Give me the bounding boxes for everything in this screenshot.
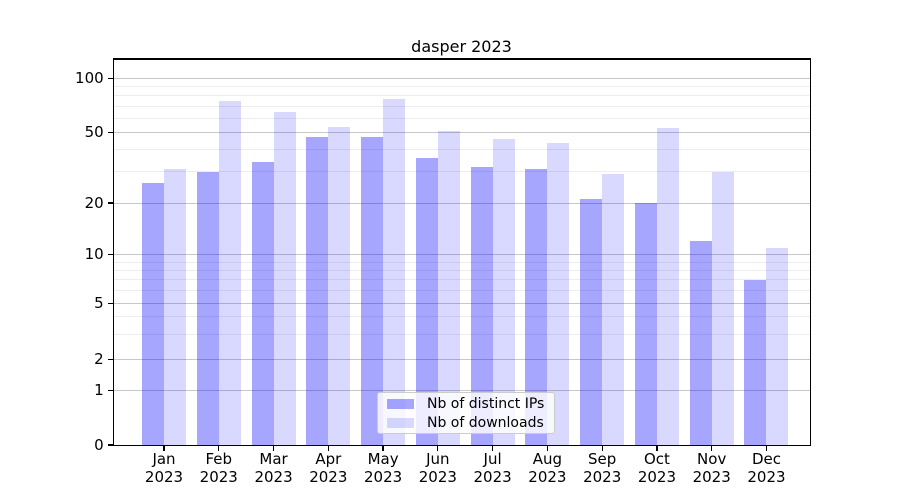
bar-downloads-jan bbox=[164, 169, 186, 445]
bar-ips-nov bbox=[689, 241, 712, 445]
bar-downloads-feb bbox=[218, 100, 241, 445]
y-tick-label-1: 1 bbox=[94, 381, 104, 400]
bar-downloads-jun bbox=[437, 131, 460, 445]
bottom-spine bbox=[112, 445, 812, 447]
x-tick-aug bbox=[546, 446, 549, 452]
y-tick-label-10: 10 bbox=[84, 245, 104, 264]
right-spine bbox=[810, 58, 812, 447]
gridline-minor-6 bbox=[112, 290, 810, 292]
x-tick-label-nov: Nov 2023 bbox=[692, 450, 731, 486]
bar-downloads-dec bbox=[766, 247, 789, 445]
bar-downloads-sep bbox=[602, 174, 625, 445]
gridline-major-10 bbox=[112, 254, 810, 256]
y-tick-label-0: 0 bbox=[94, 435, 104, 454]
bar-downloads-aug bbox=[547, 142, 570, 445]
x-tick-label-aug: Aug 2023 bbox=[528, 450, 567, 486]
gridline-minor-7 bbox=[112, 279, 810, 281]
gridline-minor-9 bbox=[112, 261, 810, 263]
x-tick-label-mar: Mar 2023 bbox=[254, 450, 293, 486]
x-tick-nov bbox=[711, 446, 713, 452]
legend-label-downloads: Nb of downloads bbox=[427, 414, 544, 431]
x-tick-sep bbox=[601, 446, 603, 452]
x-tick-label-sep: Sep 2023 bbox=[583, 450, 622, 486]
gridline-minor-30 bbox=[112, 171, 810, 173]
y-tick-label-50: 50 bbox=[84, 123, 104, 142]
bar-ips-aug bbox=[525, 169, 548, 445]
bar-ips-feb bbox=[196, 171, 219, 445]
gridline-minor-90 bbox=[112, 86, 810, 88]
left-spine bbox=[112, 58, 115, 447]
y-tick-10 bbox=[107, 254, 113, 256]
legend: Nb of distinct IPs Nb of downloads bbox=[377, 392, 555, 434]
x-tick-apr bbox=[327, 446, 329, 452]
x-tick-jul bbox=[491, 446, 494, 452]
y-tick-label-100: 100 bbox=[75, 68, 104, 87]
gridline-minor-70 bbox=[112, 105, 810, 107]
bar-ips-dec bbox=[744, 279, 767, 445]
bar-ips-jul bbox=[470, 166, 493, 445]
x-tick-label-jan: Jan 2023 bbox=[144, 450, 184, 486]
x-tick-label-may: May 2023 bbox=[363, 450, 403, 486]
gridline-minor-4 bbox=[112, 316, 810, 318]
y-tick-label-5: 5 bbox=[94, 293, 104, 312]
gridline-minor-40 bbox=[112, 149, 810, 151]
bar-ips-jan bbox=[142, 182, 164, 445]
y-tick-50 bbox=[107, 132, 113, 134]
gridline-major-1 bbox=[112, 390, 810, 392]
bar-downloads-jul bbox=[492, 139, 515, 445]
gridline-major-5 bbox=[112, 302, 810, 304]
legend-swatch-downloads bbox=[387, 417, 414, 428]
legend-swatch-distinct-ips bbox=[387, 398, 414, 409]
bar-ips-oct bbox=[634, 203, 657, 445]
x-tick-jun bbox=[437, 446, 439, 452]
bar-ips-sep bbox=[580, 199, 603, 445]
x-tick-dec bbox=[765, 446, 768, 452]
gridline-major-2 bbox=[112, 358, 810, 360]
x-tick-label-jul: Jul 2023 bbox=[473, 450, 512, 486]
x-tick-oct bbox=[656, 446, 658, 452]
bar-downloads-oct bbox=[656, 128, 679, 445]
x-tick-label-apr: Apr 2023 bbox=[309, 450, 348, 486]
y-tick-20 bbox=[107, 202, 113, 204]
y-tick-100 bbox=[107, 77, 113, 79]
bar-ips-jun bbox=[415, 157, 438, 445]
gridline-major-20 bbox=[112, 202, 810, 204]
gridline-major-100 bbox=[112, 77, 810, 79]
gridline-minor-3 bbox=[112, 334, 810, 336]
x-tick-feb bbox=[218, 446, 220, 452]
y-tick-1 bbox=[107, 390, 113, 392]
x-tick-label-feb: Feb 2023 bbox=[199, 450, 238, 486]
x-tick-may bbox=[382, 446, 384, 452]
gridline-minor-80 bbox=[112, 95, 810, 97]
x-tick-label-dec: Dec 2023 bbox=[747, 450, 786, 486]
gridline-minor-8 bbox=[112, 269, 810, 271]
x-tick-jan bbox=[163, 446, 165, 452]
top-spine bbox=[112, 58, 812, 60]
y-tick-label-2: 2 bbox=[94, 349, 104, 368]
y-tick-0 bbox=[107, 444, 113, 446]
bar-downloads-apr bbox=[328, 126, 351, 445]
bar-ips-may bbox=[361, 137, 384, 445]
x-tick-label-oct: Oct 2023 bbox=[637, 450, 677, 486]
y-tick-2 bbox=[107, 358, 113, 360]
y-tick-5 bbox=[107, 302, 113, 304]
gridline-major-50 bbox=[112, 132, 810, 134]
x-tick-mar bbox=[272, 446, 275, 452]
bar-downloads-mar bbox=[273, 112, 296, 445]
bar-downloads-may bbox=[383, 98, 406, 445]
legend-label-distinct-ips: Nb of distinct IPs bbox=[427, 395, 545, 412]
x-tick-label-jun: Jun 2023 bbox=[418, 450, 457, 486]
y-tick-label-20: 20 bbox=[84, 193, 104, 212]
bar-ips-apr bbox=[306, 137, 329, 445]
bar-downloads-nov bbox=[711, 171, 734, 445]
legend-item-distinct-ips: Nb of distinct IPs bbox=[387, 396, 554, 412]
chart-title: dasper 2023 bbox=[411, 37, 512, 56]
gridline-minor-60 bbox=[112, 117, 810, 119]
legend-item-downloads: Nb of downloads bbox=[387, 415, 554, 431]
bar-ips-mar bbox=[251, 162, 274, 445]
